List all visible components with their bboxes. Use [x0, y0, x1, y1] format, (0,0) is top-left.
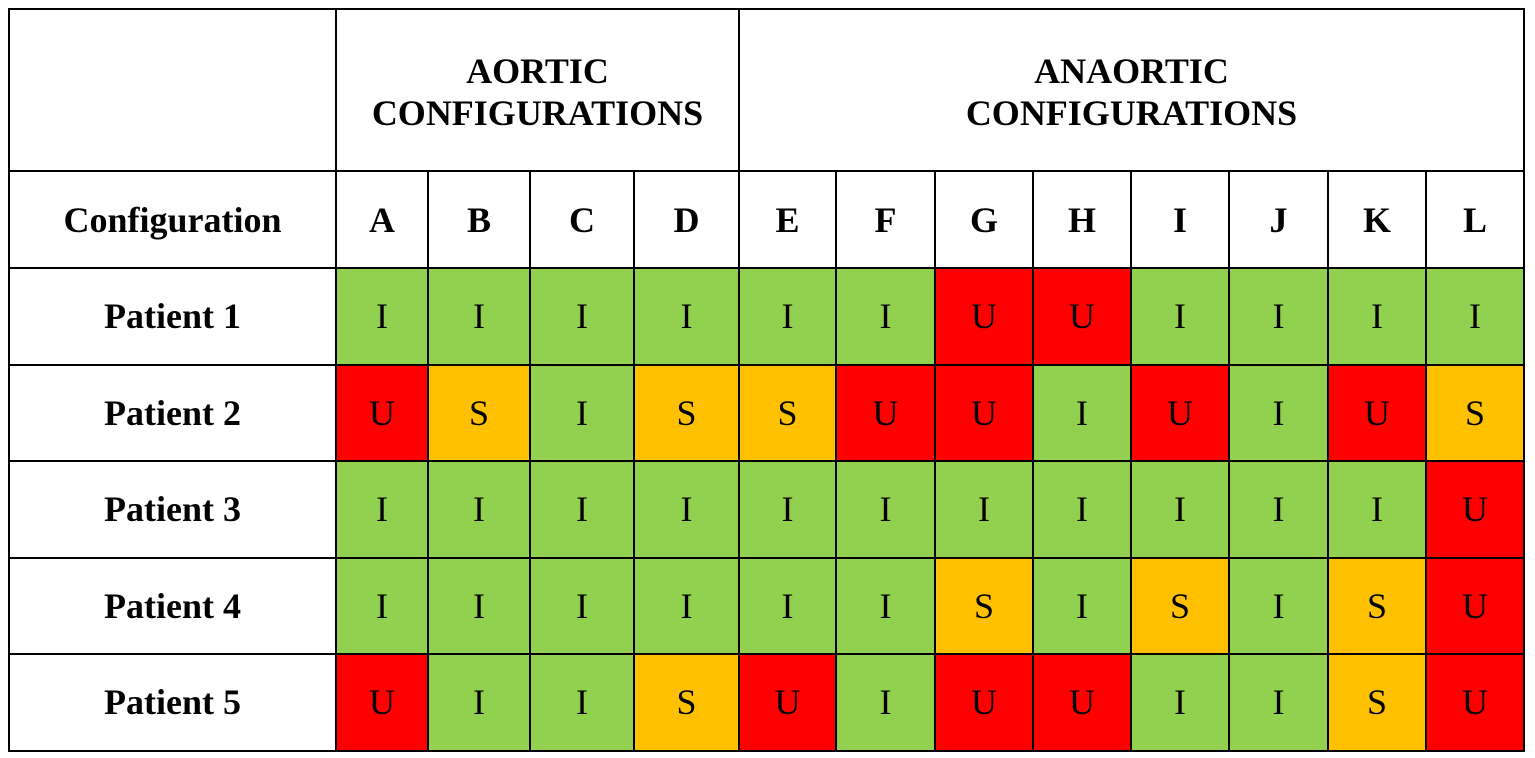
column-header: G: [934, 170, 1034, 269]
group-header-line: CONFIGURATIONS: [371, 93, 704, 133]
column-header: C: [529, 170, 635, 269]
result-cell: U: [934, 653, 1034, 752]
group-header: ANAORTIC CONFIGURATIONS: [738, 8, 1525, 172]
results-table: AORTIC CONFIGURATIONS ANAORTIC CONFIGURATIO…: [8, 8, 1525, 752]
result-cell: I: [529, 460, 635, 559]
result-cell: I: [1032, 363, 1132, 462]
column-header: F: [835, 170, 936, 269]
result-cell: I: [633, 460, 740, 559]
result-cell: U: [335, 363, 429, 462]
result-cell: S: [1327, 556, 1427, 655]
row-label: Patient 3: [8, 460, 337, 559]
result-cell: U: [934, 363, 1034, 462]
result-cell: U: [1032, 267, 1132, 366]
result-cell: I: [335, 460, 429, 559]
result-cell: I: [835, 460, 936, 559]
result-cell: U: [835, 363, 936, 462]
column-header: I: [1130, 170, 1230, 269]
row-label: Patient 1: [8, 267, 337, 366]
result-cell: I: [1130, 653, 1230, 752]
result-cell: I: [1228, 556, 1329, 655]
result-cell: I: [427, 460, 531, 559]
result-cell: I: [1130, 460, 1230, 559]
result-cell: I: [427, 653, 531, 752]
result-cell: U: [738, 653, 837, 752]
result-cell: I: [529, 363, 635, 462]
result-cell: I: [1228, 267, 1329, 366]
result-cell: I: [427, 556, 531, 655]
result-cell: S: [1327, 653, 1427, 752]
group-header-line: CONFIGURATIONS: [965, 93, 1298, 133]
result-cell: S: [633, 363, 740, 462]
result-cell: I: [335, 556, 429, 655]
result-cell: I: [335, 267, 429, 366]
result-cell: I: [738, 460, 837, 559]
result-cell: I: [835, 653, 936, 752]
row-label: Patient 5: [8, 653, 337, 752]
result-cell: U: [1425, 653, 1525, 752]
result-cell: I: [1228, 363, 1329, 462]
result-cell: I: [529, 556, 635, 655]
result-cell: I: [835, 556, 936, 655]
result-cell: U: [1130, 363, 1230, 462]
row-label: Patient 4: [8, 556, 337, 655]
result-cell: I: [1425, 267, 1525, 366]
result-cell: U: [1425, 460, 1525, 559]
column-header: L: [1425, 170, 1525, 269]
result-cell: I: [633, 556, 740, 655]
row-label: Patient 2: [8, 363, 337, 462]
result-cell: I: [1032, 556, 1132, 655]
result-cell: U: [1327, 363, 1427, 462]
result-cell: I: [427, 267, 531, 366]
result-cell: I: [934, 460, 1034, 559]
result-cell: S: [1425, 363, 1525, 462]
result-cell: I: [633, 267, 740, 366]
result-cell: I: [1228, 460, 1329, 559]
column-header: E: [738, 170, 837, 269]
group-header-line: ANAORTIC: [1034, 51, 1229, 91]
result-cell: I: [1032, 460, 1132, 559]
result-cell: S: [738, 363, 837, 462]
result-cell: I: [1130, 267, 1230, 366]
result-cell: U: [1032, 653, 1132, 752]
result-cell: U: [335, 653, 429, 752]
column-header: J: [1228, 170, 1329, 269]
result-cell: I: [738, 556, 837, 655]
result-cell: S: [633, 653, 740, 752]
corner-label: Configuration: [8, 170, 337, 269]
result-cell: I: [1228, 653, 1329, 752]
result-cell: I: [835, 267, 936, 366]
column-header-row: Configuration A B C D E F G H I J K L: [8, 170, 1525, 269]
result-cell: U: [934, 267, 1034, 366]
column-header: A: [335, 170, 429, 269]
result-cell: I: [738, 267, 837, 366]
result-cell: S: [934, 556, 1034, 655]
result-cell: I: [1327, 460, 1427, 559]
column-header: H: [1032, 170, 1132, 269]
empty-corner: [8, 8, 337, 172]
result-cell: U: [1425, 556, 1525, 655]
result-cell: S: [1130, 556, 1230, 655]
column-header: D: [633, 170, 740, 269]
column-header: B: [427, 170, 531, 269]
result-cell: I: [529, 653, 635, 752]
result-cell: I: [529, 267, 635, 366]
column-header: K: [1327, 170, 1427, 269]
group-header: AORTIC CONFIGURATIONS: [335, 8, 740, 172]
result-cell: S: [427, 363, 531, 462]
group-header-line: AORTIC: [466, 51, 609, 91]
group-header-row: AORTIC CONFIGURATIONS ANAORTIC CONFIGURATIO…: [8, 8, 1525, 172]
result-cell: I: [1327, 267, 1427, 366]
